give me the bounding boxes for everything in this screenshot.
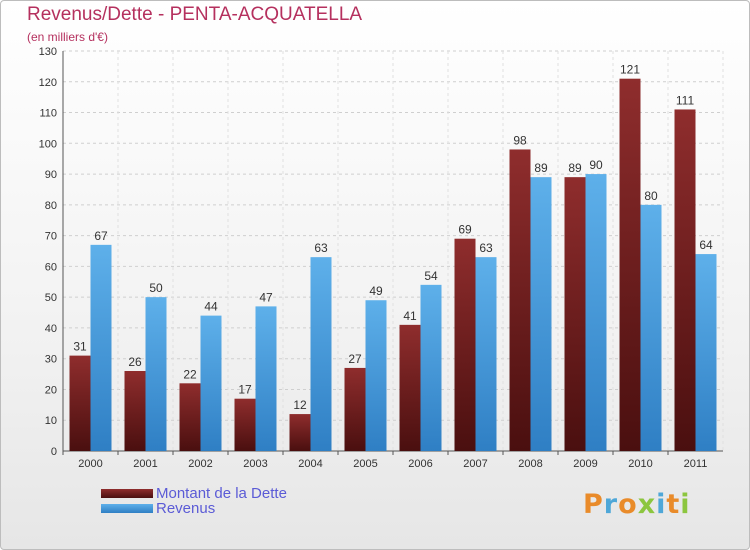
data-label-dette: 89 (568, 161, 582, 175)
y-tick-label: 130 (39, 46, 57, 58)
bars-layer (69, 78, 717, 452)
bar-revenus (475, 257, 497, 451)
labels-layer: 31 67 26 50 22 44 17 47 12 63 27 49 41 54 69 63 98 89 89 90… (73, 63, 713, 412)
x-tick-label: 2008 (518, 458, 542, 470)
bar-dette (399, 324, 421, 451)
bar-revenus (90, 244, 112, 451)
data-label-dette: 26 (128, 355, 142, 369)
data-label-dette: 121 (620, 63, 640, 77)
y-tick-label: 70 (45, 231, 57, 243)
logo-letter: i (656, 489, 667, 520)
legend-label-revenus: Revenus (156, 500, 216, 517)
chart-title: Revenus/Dette - PENTA-ACQUATELLA (27, 4, 363, 25)
data-label-dette: 69 (458, 223, 472, 237)
bar-revenus (695, 254, 717, 451)
bar-revenus (640, 204, 662, 451)
x-tick-label: 2001 (133, 458, 157, 470)
proxiti-logo: Proxiti (583, 489, 691, 520)
x-tick-label: 2011 (684, 458, 708, 470)
data-label-revenus: 49 (369, 284, 383, 298)
data-label-revenus: 63 (314, 241, 328, 255)
logo-letter: t (666, 489, 681, 520)
data-label-revenus: 67 (94, 229, 108, 243)
data-label-revenus: 89 (534, 161, 548, 175)
y-tick-label: 0 (51, 446, 57, 458)
y-tick-label: 30 (45, 354, 57, 366)
x-tick-label: 2002 (188, 458, 212, 470)
x-tick-label: 2006 (408, 458, 432, 470)
logo-letter: x (637, 489, 657, 520)
y-tick-label: 120 (39, 77, 57, 89)
y-tick-label: 80 (45, 200, 57, 212)
axis-layer: 0 10 20 30 40 50 60 70 80 90 100 110 120 130 2000 2001 2… (39, 46, 723, 470)
y-tick-label: 10 (45, 415, 57, 427)
logo-letter: i (680, 489, 691, 520)
y-tick-label: 60 (45, 261, 57, 273)
x-tick-label: 2004 (298, 458, 322, 470)
bar-dette (69, 355, 91, 451)
chart-subtitle: (en milliers d'€) (27, 30, 108, 44)
bar-revenus (585, 174, 607, 452)
data-label-dette: 22 (183, 367, 197, 381)
legend-swatch-dette (101, 489, 153, 498)
data-label-dette: 17 (238, 383, 252, 397)
bar-revenus (145, 297, 167, 451)
data-label-revenus: 63 (479, 241, 493, 255)
y-tick-label: 100 (39, 138, 57, 150)
data-label-dette: 111 (676, 93, 695, 107)
logo-letter: P (583, 489, 604, 520)
x-tick-label: 2007 (463, 458, 487, 470)
data-label-revenus: 54 (424, 269, 438, 283)
bar-dette (289, 414, 311, 451)
y-tick-label: 40 (45, 323, 57, 335)
data-label-revenus: 50 (149, 281, 163, 295)
x-tick-label: 2005 (353, 458, 377, 470)
data-label-revenus: 90 (589, 158, 603, 172)
bar-revenus (310, 257, 332, 451)
data-label-revenus: 64 (699, 238, 713, 252)
bar-revenus (530, 177, 552, 451)
data-label-dette: 12 (293, 398, 307, 412)
x-tick-label: 2003 (243, 458, 267, 470)
logo-letter: o (618, 489, 638, 520)
legend-swatch-revenus (101, 504, 153, 513)
legend-label-dette: Montant de la Dette (156, 485, 287, 502)
bar-dette (344, 367, 366, 451)
x-tick-label: 2010 (628, 458, 652, 470)
x-tick-label: 2000 (78, 458, 102, 470)
data-label-dette: 27 (348, 352, 362, 366)
bar-revenus (200, 315, 222, 451)
bar-dette (564, 177, 586, 451)
y-tick-label: 20 (45, 384, 57, 396)
data-label-dette: 41 (403, 309, 417, 323)
bar-dette (454, 238, 476, 451)
bar-revenus (255, 306, 277, 451)
grid-layer (62, 50, 724, 452)
bar-dette (179, 383, 201, 451)
bar-revenus (365, 300, 387, 451)
bar-dette (124, 371, 146, 451)
data-label-dette: 98 (513, 133, 527, 147)
bar-dette (619, 78, 641, 451)
bar-dette (509, 149, 531, 451)
data-label-revenus: 44 (204, 300, 218, 314)
data-label-dette: 31 (73, 340, 87, 354)
logo-letter: r (603, 489, 619, 520)
y-tick-label: 90 (45, 169, 57, 181)
bar-dette (674, 109, 696, 451)
bar-revenus (420, 284, 442, 451)
y-tick-label: 50 (45, 292, 57, 304)
data-label-revenus: 80 (644, 189, 658, 203)
y-tick-label: 110 (39, 108, 57, 120)
bar-dette (234, 398, 256, 451)
x-tick-label: 2009 (573, 458, 597, 470)
data-label-revenus: 47 (259, 290, 273, 304)
